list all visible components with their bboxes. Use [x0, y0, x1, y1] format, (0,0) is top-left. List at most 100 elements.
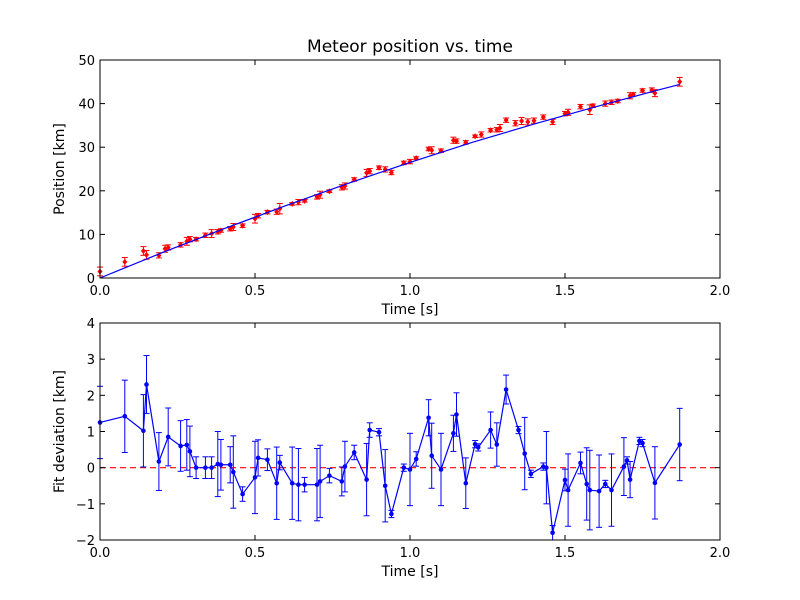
- x-tick-label: 1.5: [555, 546, 576, 561]
- data-point: [488, 427, 493, 433]
- data-point: [364, 477, 369, 482]
- data-point: [426, 415, 431, 421]
- data-point: [165, 244, 171, 251]
- data-point: [227, 462, 233, 468]
- x-tick-label: 0.0: [90, 284, 111, 299]
- data-point: [342, 464, 348, 469]
- data-point: [652, 480, 658, 486]
- data-point: [472, 133, 478, 140]
- data-point: [302, 482, 307, 487]
- data-point: [255, 455, 261, 461]
- data-point: [122, 414, 128, 419]
- y-tick-label: 4: [87, 317, 95, 332]
- data-point: [140, 247, 146, 254]
- data-point: [203, 465, 208, 470]
- data-point: [516, 427, 521, 433]
- data-point: [265, 457, 270, 463]
- data-point: [565, 487, 571, 493]
- x-tick-label: 2.0: [710, 284, 731, 299]
- data-point: [218, 462, 224, 468]
- data-point: [144, 251, 149, 258]
- y-tick-label: 0: [87, 272, 95, 287]
- data-point: [231, 469, 236, 475]
- data-point: [184, 442, 190, 448]
- x-tick-label: 0.5: [245, 546, 266, 561]
- data-point: [522, 451, 527, 456]
- data-point: [562, 477, 568, 483]
- y-axis-label: Fit deviation [km]: [52, 370, 68, 493]
- data-point: [429, 147, 435, 154]
- y-tick-label: −1: [76, 498, 95, 513]
- data-point: [289, 480, 295, 486]
- y-tick-label: 1: [87, 426, 95, 441]
- position-panel: 0.0 0.5 1.0 1.5 2.0 0 10 20 30 40 50 Time [s] Positi…: [52, 37, 730, 318]
- data-point: [512, 120, 518, 127]
- data-point: [454, 412, 459, 417]
- data-point: [677, 78, 683, 85]
- y-axis-label: Position [km]: [52, 123, 68, 215]
- data-point: [640, 87, 645, 94]
- data-point: [544, 465, 549, 470]
- data-point: [528, 471, 534, 477]
- data-point: [584, 481, 589, 487]
- x-axis-label: Time [s]: [381, 564, 439, 580]
- data-point: [494, 442, 500, 447]
- x-tick-label: 2.0: [710, 546, 731, 561]
- data-point: [296, 482, 301, 487]
- data-point: [209, 465, 214, 470]
- y-tick-label: −2: [76, 534, 95, 549]
- data-point: [627, 477, 633, 482]
- data-point: [603, 481, 608, 487]
- data-point: [478, 131, 484, 138]
- fit-line: [99, 83, 680, 279]
- data-point: [429, 453, 435, 459]
- data-point: [382, 483, 388, 489]
- data-point: [472, 441, 478, 447]
- data-point: [503, 387, 509, 392]
- y-tick-label: 20: [78, 185, 95, 200]
- data-point: [367, 168, 373, 175]
- data-point: [401, 465, 407, 470]
- data-point: [519, 118, 525, 125]
- data-point: [122, 258, 128, 265]
- data-point: [317, 479, 323, 484]
- data-point: [327, 473, 332, 478]
- data-point: [578, 460, 583, 466]
- data-point: [621, 464, 627, 469]
- data-point: [540, 114, 546, 121]
- x-tick-label: 1.5: [555, 284, 576, 299]
- data-point: [277, 460, 283, 465]
- y-tick-label: 30: [78, 141, 95, 156]
- deviation-panel: 0.0 0.5 1.0 1.5 2.0 −2 −1 0 1 2 3 4 Time [s] Fit devi…: [52, 317, 730, 580]
- data-point: [463, 480, 469, 486]
- data-point: [178, 443, 183, 449]
- x-tick-label: 0.0: [90, 546, 111, 561]
- data-point: [531, 117, 537, 124]
- data-point: [351, 450, 357, 455]
- data-point: [475, 445, 481, 450]
- data-point: [274, 480, 280, 486]
- data-point: [187, 236, 193, 243]
- data-point: [438, 467, 444, 472]
- data-point: [187, 449, 193, 454]
- data-point: [454, 138, 459, 145]
- data-point: [550, 530, 555, 536]
- data-point: [367, 427, 373, 433]
- y-tick-label: 10: [78, 228, 95, 243]
- x-tick-label: 1.0: [400, 284, 421, 299]
- data-point: [314, 482, 320, 487]
- axes-frame: [99, 322, 721, 541]
- data-point: [240, 222, 246, 229]
- x-axis-label: Time [s]: [381, 302, 439, 318]
- data-point: [488, 127, 494, 134]
- data-point: [525, 118, 531, 125]
- data-point: [274, 208, 280, 215]
- data-point: [578, 103, 583, 110]
- axes-frame: [99, 59, 721, 279]
- data-point: [156, 459, 162, 464]
- data-point: [624, 458, 630, 463]
- y-tick-label: 50: [78, 54, 95, 69]
- data-point: [413, 456, 419, 462]
- chart-title: Meteor position vs. time: [307, 37, 513, 57]
- x-tick-label: 1.0: [400, 546, 421, 561]
